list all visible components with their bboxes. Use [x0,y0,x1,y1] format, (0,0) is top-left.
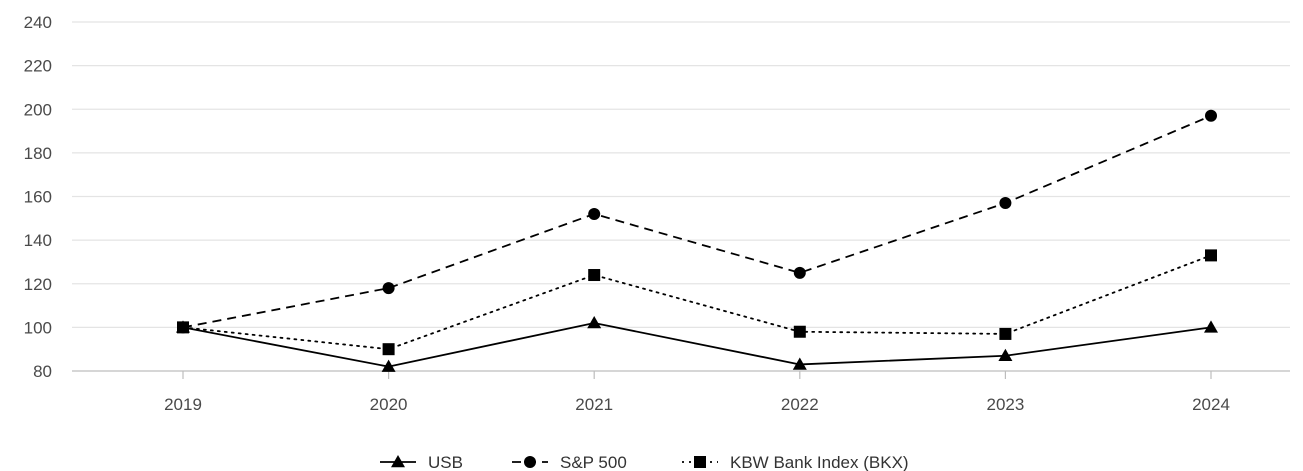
legend-label: KBW Bank Index (BKX) [730,453,909,471]
data-point [381,359,396,372]
y-axis: 80 100 120 140 160 180 200 220 240 [24,13,52,381]
y-tick-label: 160 [24,188,52,207]
series-line [182,254,1212,351]
data-point [999,327,1012,340]
data-point [1205,109,1217,122]
y-tick-label: 220 [24,57,52,76]
series-line [182,114,1212,329]
x-tick-label: 2019 [164,395,202,414]
legend-item: USB [380,453,463,471]
data-point [588,269,601,282]
x-tick-label: 2022 [781,395,819,414]
x-tick-label: 2020 [370,395,408,414]
legend-item: KBW Bank Index (BKX) [682,453,909,471]
y-tick-label: 180 [24,144,52,163]
y-tick-label: 240 [24,13,52,32]
x-axis: 2019 2020 2021 2022 2023 2024 [164,371,1230,414]
grid-lines [72,21,1290,372]
data-point [793,325,806,338]
data-point [382,343,395,356]
legend-item: S&P 500 [512,453,627,471]
y-tick-label: 200 [24,100,52,119]
y-tick-label: 80 [33,362,52,381]
legend-label: USB [428,453,463,471]
data-point [792,357,807,370]
y-tick-label: 120 [24,275,52,294]
legend-marker [391,455,405,468]
series-square [177,249,1217,356]
data-point [382,282,395,295]
y-tick-label: 100 [24,318,52,337]
series-circle [177,109,1217,334]
legend-marker [524,456,536,468]
legend: USB S&P 500 KBW Bank Index (BKX) [380,453,909,471]
data-point [793,266,806,279]
data-point [1205,249,1217,262]
y-tick-label: 140 [24,231,52,250]
x-tick-label: 2021 [575,395,613,414]
data-point [1204,320,1218,333]
series-lines [176,109,1218,372]
data-point [587,316,602,329]
data-point [176,320,190,333]
series-line [182,322,1212,368]
legend-label: S&P 500 [560,453,627,471]
series-triangle [176,316,1218,372]
x-tick-label: 2024 [1192,395,1230,414]
data-point [999,197,1012,210]
x-tick-label: 2023 [986,395,1024,414]
data-point [588,207,601,220]
data-point [998,348,1013,361]
legend-marker [694,456,706,468]
